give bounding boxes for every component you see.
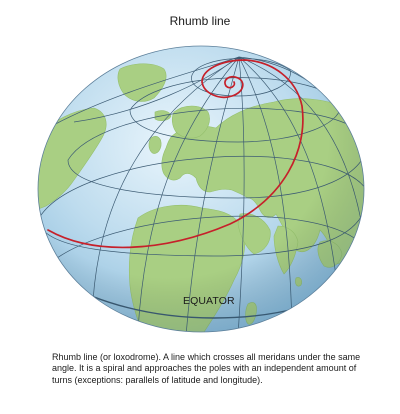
equator-label: EQUATOR — [183, 295, 235, 307]
globe-outline — [37, 45, 365, 333]
globe-shading — [38, 46, 364, 332]
diagram-title: Rhumb line — [169, 14, 231, 28]
globe — [37, 45, 365, 333]
caption-text: Rhumb line (or loxodrome). A line which … — [52, 352, 361, 385]
